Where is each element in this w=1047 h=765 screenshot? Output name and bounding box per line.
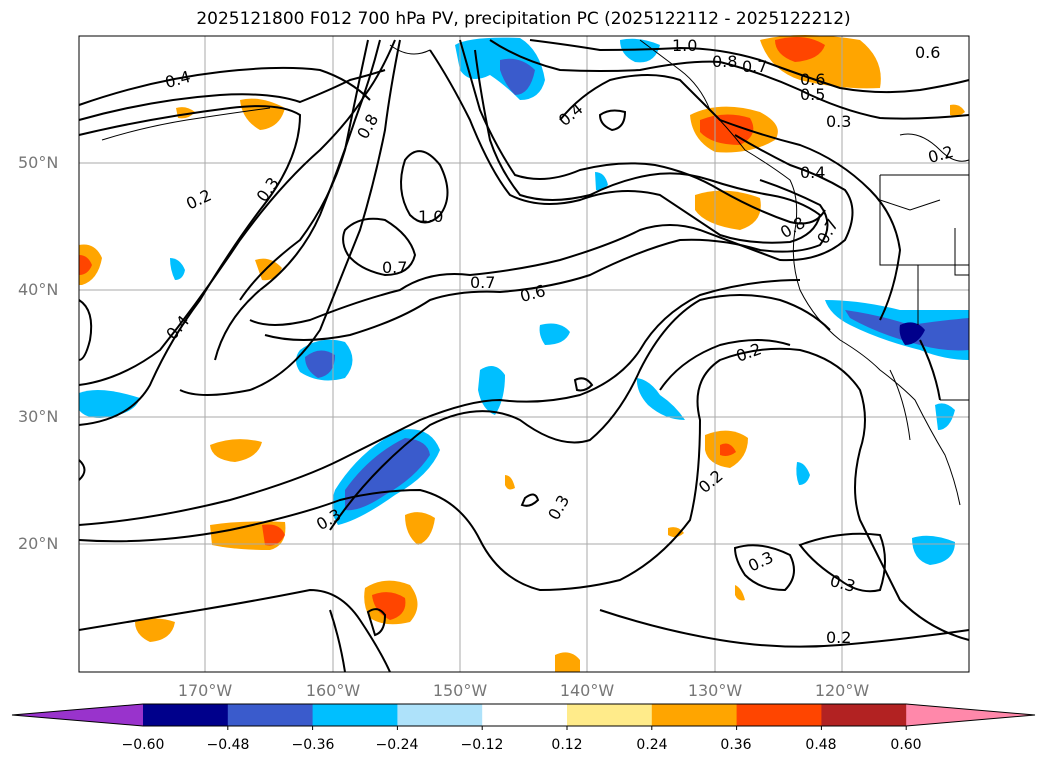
contour-label: 1.0 <box>418 207 444 226</box>
colorbar-extend-left <box>12 704 143 726</box>
colorbar-cell <box>227 704 314 726</box>
contour-label: 0.4 <box>800 163 826 182</box>
precip-blob <box>636 378 685 420</box>
contour-label: 0.5 <box>800 85 826 104</box>
colorbar-extend-right <box>906 704 1035 726</box>
precip-blob <box>539 323 570 345</box>
pv-contours <box>78 39 970 673</box>
contour-label: 0.6 <box>800 70 826 89</box>
lon-label: 120°W <box>814 681 870 700</box>
map-frame <box>78 35 970 673</box>
lon-label: 130°W <box>687 681 743 700</box>
colorbar-cell <box>821 704 907 726</box>
lon-label: 150°W <box>432 681 488 700</box>
precip-blob <box>796 462 810 485</box>
contour-label: 0.7 <box>470 273 496 292</box>
precip-blob <box>345 438 430 511</box>
precip-blob <box>255 258 282 281</box>
colorbar-label: 0.24 <box>636 737 668 753</box>
lat-label: 30°N <box>18 407 59 426</box>
precip-blob <box>505 475 515 490</box>
contour-label: 0.6 <box>915 43 941 62</box>
precip-blob <box>950 104 965 116</box>
coastlines <box>101 39 970 506</box>
colorbar-cell <box>397 704 483 726</box>
contour-label: 0.7 <box>742 57 768 76</box>
colorbar-label: −0.24 <box>375 737 419 753</box>
colorbar-label: −0.48 <box>206 737 250 753</box>
precip-blob <box>170 258 185 280</box>
precip-blob <box>135 618 175 642</box>
colorbar-cell <box>736 704 822 726</box>
precip-blob <box>478 366 505 415</box>
lat-label: 50°N <box>18 153 59 172</box>
contour-label: 1.0 <box>672 36 698 55</box>
precip-blob <box>912 535 955 565</box>
precip-blob <box>775 36 825 62</box>
precip-blob <box>405 512 435 545</box>
colorbar-cell <box>143 704 229 726</box>
colorbar-label: 0.36 <box>720 737 752 753</box>
contour-label: 0.7 <box>382 258 408 277</box>
precip-blob <box>620 38 660 63</box>
lat-label: 40°N <box>18 280 59 299</box>
colorbar-label: 0.48 <box>805 737 837 753</box>
precip-blob <box>720 443 736 456</box>
precip-shading <box>79 35 969 672</box>
colorbar-cell <box>312 704 398 726</box>
precip-blob <box>555 652 580 672</box>
precip-blob <box>668 527 684 538</box>
colorbar-label: −0.60 <box>121 737 165 753</box>
precip-blob <box>262 524 285 546</box>
contour-label: 0.8 <box>712 52 738 71</box>
lon-label: 170°W <box>177 681 233 700</box>
colorbar-label: 0.60 <box>890 737 922 753</box>
colorbar-outline <box>11 703 1036 727</box>
precip-blob <box>695 190 761 230</box>
contour-label: 0.2 <box>826 628 852 647</box>
precip-blob <box>305 350 335 378</box>
precip-blob <box>595 172 608 191</box>
precip-blob <box>500 58 535 95</box>
colorbar-cell <box>651 704 738 726</box>
colorbar <box>11 703 1036 730</box>
lon-label: 160°W <box>305 681 361 700</box>
precip-blob <box>79 255 92 275</box>
map-title: 2025121800 F012 700 hPa PV, precipitatio… <box>196 9 851 29</box>
contour-label: 0.3 <box>826 112 852 131</box>
colorbar-label: −0.12 <box>460 737 504 753</box>
colorbar-label: −0.36 <box>291 737 335 753</box>
colorbar-cell <box>482 704 568 726</box>
colorbar-label: 0.12 <box>551 737 583 753</box>
lat-label: 20°N <box>18 534 59 553</box>
lon-label: 140°W <box>559 681 615 700</box>
colorbar-cell <box>567 704 653 726</box>
precip-blob <box>899 322 925 345</box>
precip-blob <box>210 439 262 462</box>
precip-blob <box>372 592 406 620</box>
precip-blob <box>735 585 745 601</box>
